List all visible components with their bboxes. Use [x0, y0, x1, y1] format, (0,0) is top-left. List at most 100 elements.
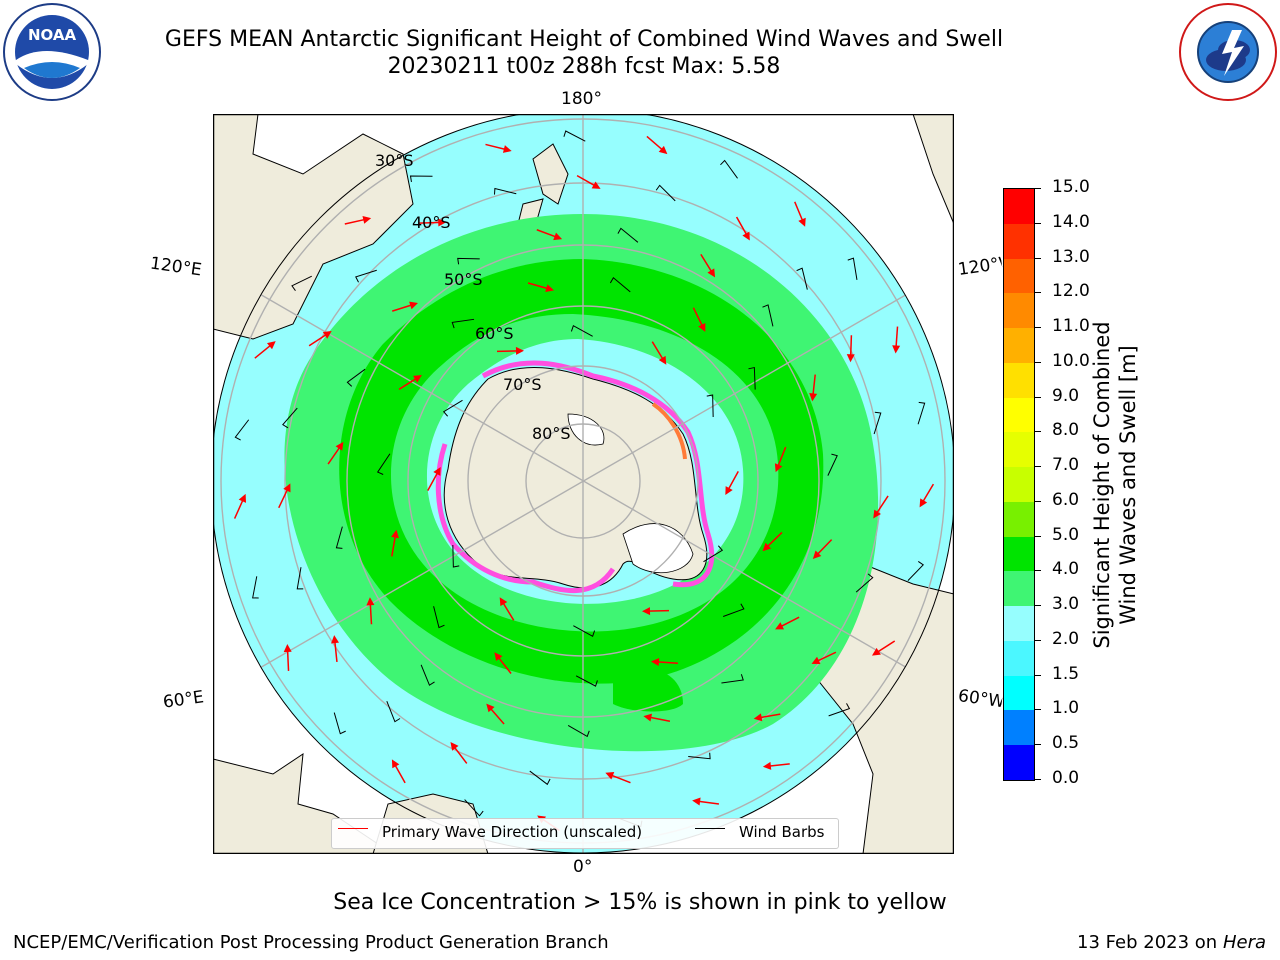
- wave-arrow: [308, 333, 328, 347]
- wind-barb: [703, 545, 724, 563]
- wave-arrow-head: [409, 301, 418, 310]
- wind-barb: [723, 603, 745, 617]
- wave-arrow: [648, 716, 671, 722]
- colorbar-tick-label: 12.0: [1052, 281, 1090, 302]
- wave-arrow-head: [643, 713, 653, 722]
- wind-barb: [433, 606, 445, 629]
- wave-arrow-head: [238, 493, 247, 503]
- wave-arrow: [779, 616, 800, 628]
- lon-label-0: 0°: [573, 857, 593, 877]
- wave-arrow-head: [742, 231, 750, 241]
- colorbar-tick-mark: [1034, 779, 1041, 780]
- colorbar-tick-mark: [1034, 188, 1041, 189]
- wave-arrow: [369, 602, 373, 625]
- colorbar-segment: [1004, 710, 1034, 746]
- wave-arrow: [646, 135, 665, 152]
- nws-logo: [1178, 2, 1278, 102]
- wave-arrow: [496, 655, 512, 674]
- wind-barb: [452, 544, 460, 568]
- chart-title: GEFS MEAN Antarctic Significant Height o…: [164, 27, 1004, 52]
- wave-arrow-head: [486, 703, 495, 713]
- wave-arrow-head: [502, 145, 512, 153]
- wave-arrow-head: [919, 498, 928, 508]
- wave-arrow-head: [725, 486, 733, 496]
- colorbar-segment: [1004, 432, 1034, 468]
- colorbar-tick-label: 0.0: [1052, 768, 1080, 788]
- wind-barb: [617, 227, 639, 243]
- lon-label-120w: 120°W: [956, 254, 1004, 280]
- colorbar-tick-mark: [1034, 257, 1041, 259]
- colorbar-tick-label: 1.0: [1052, 698, 1080, 719]
- wave-arrow: [812, 374, 816, 397]
- wind-barb: [333, 712, 346, 735]
- wind-barb: [847, 257, 858, 280]
- colorbar-tick-mark: [1034, 361, 1041, 363]
- colorbar-segment: [1004, 293, 1034, 329]
- noaa-logo-text: NOAA: [28, 26, 77, 44]
- lat-label-50: 50°S: [444, 270, 483, 289]
- colorbar-segment: [1004, 675, 1034, 711]
- wind-barb: [907, 561, 925, 581]
- wind-barb: [748, 366, 756, 390]
- wave-arrow: [758, 713, 781, 719]
- wind-barb: [442, 399, 463, 417]
- lon-label-60e: 60°E: [161, 687, 206, 713]
- colorbar-tick-label: 13.0: [1052, 246, 1090, 267]
- colorbar-tick-mark: [1034, 709, 1041, 711]
- wave-arrow-head: [283, 483, 291, 493]
- colorbar-tick-label: 0.5: [1052, 733, 1080, 754]
- lat-label-40: 40°S: [412, 213, 451, 232]
- chart-subtitle: 20230211 t00z 288h fcst Max: 5.58: [387, 54, 781, 79]
- wave-arrow: [527, 282, 550, 290]
- wave-arrow: [489, 706, 505, 725]
- colorbar-segment: [1004, 258, 1034, 294]
- wave-arrow: [254, 343, 273, 359]
- wave-arrow: [393, 763, 406, 784]
- colorbar-segment: [1004, 362, 1034, 398]
- colorbar-tick-mark: [1034, 744, 1041, 746]
- wave-arrow-head: [846, 354, 855, 363]
- colorbar-tick-mark: [1034, 222, 1041, 224]
- wave-arrow-head: [707, 268, 716, 278]
- host-text: Hera: [1222, 932, 1266, 953]
- colorbar-tick-label: 14.0: [1052, 211, 1090, 232]
- wave-arrow-head: [335, 441, 344, 451]
- wave-arrow-head: [873, 509, 881, 519]
- lat-label-80: 80°S: [532, 424, 571, 443]
- wind-barb: [721, 674, 744, 684]
- wave-arrow-head: [605, 772, 615, 780]
- wind-barb: [451, 318, 475, 329]
- wave-arrow-head: [811, 656, 821, 665]
- colorbar-segment: [1004, 223, 1034, 259]
- wave-arrow: [692, 307, 704, 328]
- colorbar-tick-mark: [1034, 605, 1041, 607]
- wave-arrow: [398, 376, 419, 390]
- colorbar-tick-label: 8.0: [1052, 420, 1080, 441]
- wave-arrow-head: [698, 322, 706, 332]
- colorbar-tick-label: 4.0: [1052, 559, 1080, 580]
- wave-arrow: [655, 661, 678, 665]
- wind-barb: [529, 770, 551, 786]
- wave-arrow-head: [545, 284, 555, 293]
- wind-barb: [457, 257, 480, 265]
- wind-barb: [563, 130, 586, 142]
- colorbar-tick-label: 9.0: [1052, 385, 1080, 406]
- colorbar: [1003, 188, 1035, 781]
- wind-barb: [355, 269, 377, 283]
- wave-arrow: [735, 216, 749, 237]
- wave-arrow: [895, 326, 899, 349]
- wave-arrow: [576, 174, 597, 188]
- wind-barb: [376, 453, 391, 475]
- wave-arrow: [875, 640, 896, 654]
- wave-arrow: [278, 487, 289, 509]
- wave-arrow-head: [798, 217, 806, 227]
- wave-arrow-head: [433, 466, 441, 476]
- wind-barb: [573, 625, 596, 637]
- lon-label-180: 180°: [561, 89, 602, 109]
- wave-arrow-head: [774, 463, 783, 473]
- wind-barb: [688, 752, 711, 760]
- wave-arrow-head: [553, 232, 563, 241]
- lon-label-60w: 60°W: [956, 686, 1004, 712]
- colorbar-tick-label: 11.0: [1052, 316, 1090, 337]
- wave-arrow: [815, 539, 833, 556]
